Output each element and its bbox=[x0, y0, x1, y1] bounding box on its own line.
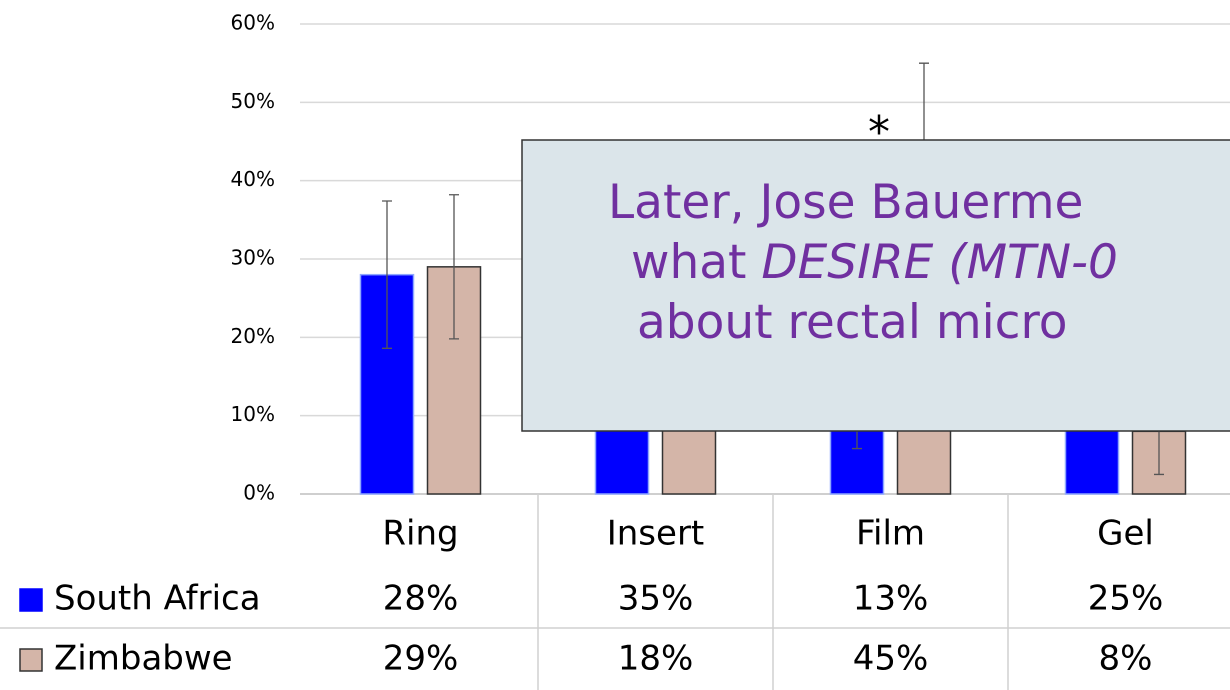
overlay-box bbox=[521, 139, 1230, 432]
value-label: 28% bbox=[383, 579, 459, 619]
value-label: 18% bbox=[618, 639, 694, 679]
y-tick-label: 60% bbox=[231, 11, 275, 35]
y-tick-label: 50% bbox=[231, 89, 275, 113]
legend-swatch bbox=[19, 648, 43, 672]
value-label: 45% bbox=[853, 639, 929, 679]
y-tick-label: 30% bbox=[231, 246, 275, 270]
y-tick-label: 20% bbox=[231, 324, 275, 348]
y-tick-label: 0% bbox=[243, 481, 275, 505]
legend-label: South Africa bbox=[54, 579, 261, 619]
overlay-text: what DESIRE (MTN-0 bbox=[631, 235, 1118, 290]
category-label: Ring bbox=[382, 514, 458, 554]
value-label: 29% bbox=[383, 639, 459, 679]
error-bar bbox=[449, 194, 459, 340]
category-label: Insert bbox=[607, 514, 705, 554]
value-label: 35% bbox=[618, 579, 694, 619]
legend-swatch bbox=[19, 588, 43, 612]
value-label: 25% bbox=[1088, 579, 1164, 619]
overlay-text-part: DESIRE (MTN-0 bbox=[761, 235, 1118, 290]
overlay-text-part: what bbox=[631, 235, 761, 290]
y-tick-label: 40% bbox=[231, 167, 275, 191]
value-label: 13% bbox=[853, 579, 929, 619]
data-table: Ring Insert Film Gel South Africa 28% 35% 13% 25… bbox=[0, 494, 1230, 690]
overlay-text-part: Later, Jose Bauerme bbox=[608, 175, 1083, 230]
y-tick-label: 10% bbox=[231, 402, 275, 426]
legend-label: Zimbabwe bbox=[54, 639, 233, 679]
error-bar bbox=[382, 200, 392, 349]
category-label: Film bbox=[856, 514, 925, 554]
overlay-text: about rectal micro bbox=[637, 295, 1068, 350]
overlay-text: Later, Jose Bauerme bbox=[608, 175, 1083, 230]
overlay-text-part: about rectal micro bbox=[637, 295, 1068, 350]
category-label: Gel bbox=[1097, 514, 1154, 554]
value-label: 8% bbox=[1099, 639, 1153, 679]
